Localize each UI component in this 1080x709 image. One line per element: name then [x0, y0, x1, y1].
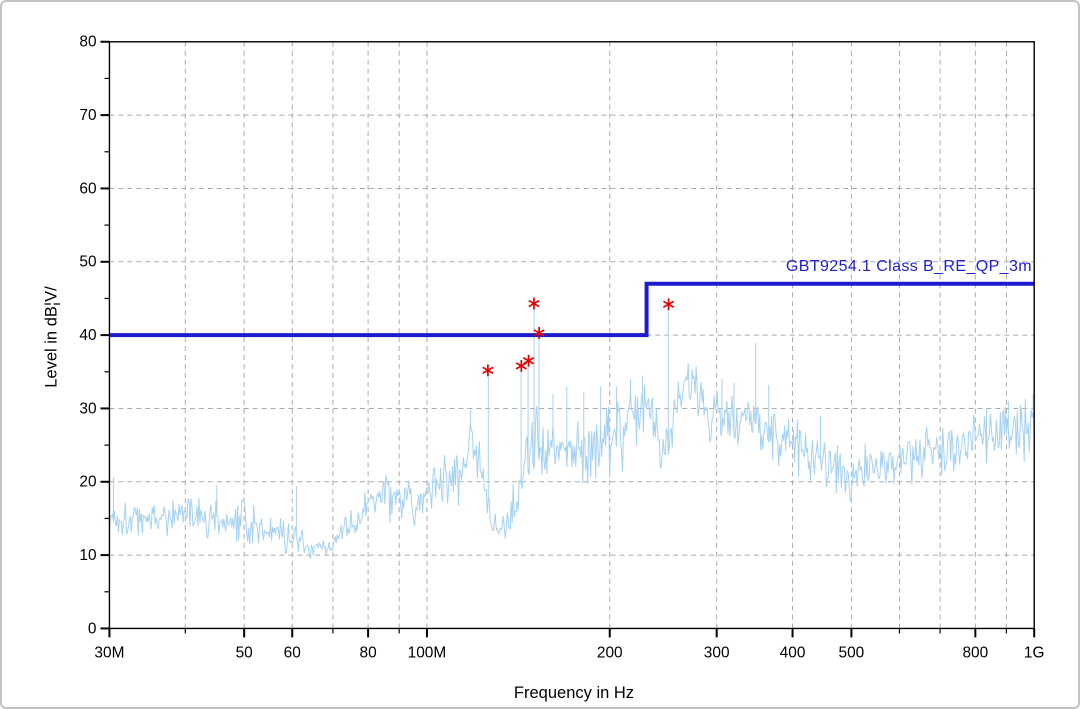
svg-text:100M: 100M: [408, 644, 447, 661]
peak-marker: [515, 359, 527, 372]
svg-text:400: 400: [780, 644, 806, 661]
measurement-trace: [108, 303, 1035, 559]
svg-text:80: 80: [79, 34, 96, 51]
svg-text:10: 10: [79, 547, 96, 564]
tick-labels: 30M 50 60 80 100M 200 300 400 500 800 1G 0 10 20 30 40 5…: [79, 34, 1044, 662]
peak-marker: [528, 297, 540, 310]
svg-text:30: 30: [79, 400, 96, 417]
svg-text:60: 60: [284, 644, 301, 661]
svg-text:800: 800: [962, 644, 988, 661]
svg-text:200: 200: [597, 644, 623, 661]
svg-text:300: 300: [704, 644, 730, 661]
x-axis-title: Frequency in Hz: [513, 684, 635, 702]
axis-ticks: [100, 40, 1036, 638]
peak-marker: [482, 364, 494, 377]
peak-marker: [533, 326, 545, 339]
peak-marker: [662, 298, 675, 311]
svg-text:20: 20: [79, 474, 96, 491]
svg-text:70: 70: [79, 107, 96, 124]
svg-text:1G: 1G: [1024, 644, 1045, 661]
svg-text:80: 80: [360, 644, 377, 661]
svg-text:50: 50: [79, 254, 96, 271]
svg-text:0: 0: [88, 620, 97, 637]
limit-line: [109, 281, 1035, 338]
svg-text:40: 40: [79, 327, 96, 344]
y-axis-title: Level in dB¦V/: [42, 286, 61, 388]
peak-marker: [522, 354, 535, 367]
limit-line-label: GBT9254.1 Class B_RE_QP_3m: [785, 258, 1032, 275]
svg-text:30M: 30M: [94, 644, 124, 661]
svg-text:50: 50: [236, 644, 253, 661]
svg-text:60: 60: [79, 180, 96, 197]
svg-text:500: 500: [839, 644, 865, 661]
